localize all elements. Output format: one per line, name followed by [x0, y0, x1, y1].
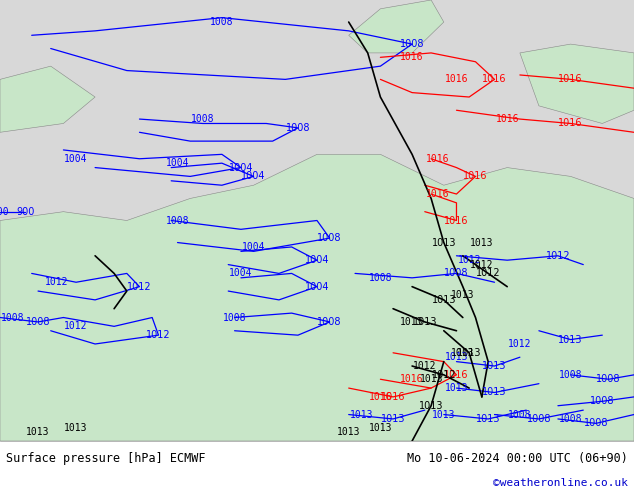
Text: ©weatheronline.co.uk: ©weatheronline.co.uk: [493, 478, 628, 488]
Text: 1013: 1013: [482, 361, 507, 371]
Text: 1013: 1013: [381, 414, 405, 424]
Text: 1016: 1016: [444, 74, 469, 84]
Text: 1012: 1012: [476, 269, 500, 278]
Text: 1016: 1016: [368, 392, 392, 402]
Text: 1013: 1013: [482, 388, 507, 397]
Text: 1008: 1008: [318, 233, 342, 243]
Text: 1004: 1004: [229, 163, 253, 172]
Text: 1013: 1013: [476, 414, 500, 424]
Text: 1012: 1012: [508, 339, 532, 349]
Text: 1013: 1013: [470, 238, 494, 247]
Text: 1013: 1013: [432, 238, 456, 247]
Text: 1004: 1004: [305, 282, 329, 292]
Text: 1016: 1016: [400, 52, 424, 62]
Text: 1004: 1004: [242, 242, 266, 252]
Text: 1004: 1004: [165, 158, 190, 168]
Text: 1008: 1008: [584, 418, 608, 428]
Text: 1013: 1013: [400, 317, 424, 327]
Text: 1004: 1004: [305, 255, 329, 265]
Text: 1012: 1012: [127, 282, 152, 292]
Text: 1013: 1013: [368, 423, 392, 433]
Text: 1013: 1013: [419, 374, 443, 384]
Text: 1004: 1004: [64, 154, 88, 164]
Text: 1016: 1016: [425, 154, 450, 164]
Text: 1012: 1012: [413, 361, 437, 371]
Text: 1013: 1013: [26, 427, 50, 437]
Text: 1008: 1008: [597, 374, 621, 384]
Text: 1013: 1013: [432, 295, 456, 305]
Text: 1012: 1012: [45, 277, 69, 287]
Text: 1013: 1013: [444, 352, 469, 362]
Text: 1008: 1008: [210, 17, 234, 27]
Text: 1012: 1012: [146, 330, 171, 340]
Polygon shape: [0, 66, 95, 132]
Text: 1013: 1013: [419, 401, 443, 411]
Text: 1008: 1008: [559, 414, 583, 424]
Text: 1013: 1013: [457, 348, 481, 358]
Text: 1016: 1016: [559, 119, 583, 128]
Text: 1016: 1016: [381, 392, 405, 402]
Polygon shape: [0, 154, 634, 441]
Text: 1013: 1013: [451, 291, 475, 300]
Text: 1008: 1008: [508, 410, 532, 419]
Text: 1013: 1013: [349, 410, 373, 419]
Text: 1004: 1004: [229, 269, 253, 278]
Text: 1008: 1008: [590, 396, 614, 406]
Text: 1013: 1013: [559, 335, 583, 344]
Text: 1008: 1008: [165, 216, 190, 225]
Text: 1013: 1013: [337, 427, 361, 437]
Text: 1012: 1012: [432, 370, 456, 380]
Text: 1012: 1012: [546, 251, 570, 261]
Text: 1013: 1013: [432, 410, 456, 419]
Text: 900: 900: [0, 207, 9, 217]
Text: 1016: 1016: [463, 172, 488, 181]
Text: 1008: 1008: [368, 273, 392, 283]
Text: Surface pressure [hPa] ECMWF: Surface pressure [hPa] ECMWF: [6, 452, 206, 465]
Text: 1004: 1004: [242, 172, 266, 181]
Text: 1008: 1008: [191, 114, 215, 124]
Text: 1012: 1012: [470, 260, 494, 270]
Text: 1012: 1012: [457, 255, 481, 265]
Text: 1016: 1016: [425, 189, 450, 199]
Text: 1013: 1013: [451, 348, 475, 358]
Text: 1008: 1008: [444, 269, 469, 278]
Text: Mo 10-06-2024 00:00 UTC (06+90): Mo 10-06-2024 00:00 UTC (06+90): [407, 452, 628, 465]
Text: 1008: 1008: [318, 317, 342, 327]
Text: 1008: 1008: [286, 123, 310, 133]
Text: 1008: 1008: [223, 313, 247, 322]
Text: 1008: 1008: [1, 313, 25, 322]
Text: 1016: 1016: [559, 74, 583, 84]
Text: 1013: 1013: [413, 317, 437, 327]
Text: 1008: 1008: [26, 317, 50, 327]
Text: 1012: 1012: [64, 321, 88, 331]
Text: 1016: 1016: [495, 114, 519, 124]
Text: 1016: 1016: [482, 74, 507, 84]
FancyBboxPatch shape: [0, 0, 634, 441]
Polygon shape: [349, 0, 444, 53]
Text: 1016: 1016: [400, 374, 424, 384]
Text: 1016: 1016: [444, 370, 469, 380]
Text: 1008: 1008: [559, 370, 583, 380]
Text: 1016: 1016: [444, 216, 469, 225]
Text: 1008: 1008: [400, 39, 424, 49]
Polygon shape: [520, 44, 634, 123]
Text: 1008: 1008: [527, 414, 551, 424]
Text: 1013: 1013: [444, 383, 469, 393]
Text: 900: 900: [16, 207, 34, 217]
Text: 1013: 1013: [64, 423, 88, 433]
